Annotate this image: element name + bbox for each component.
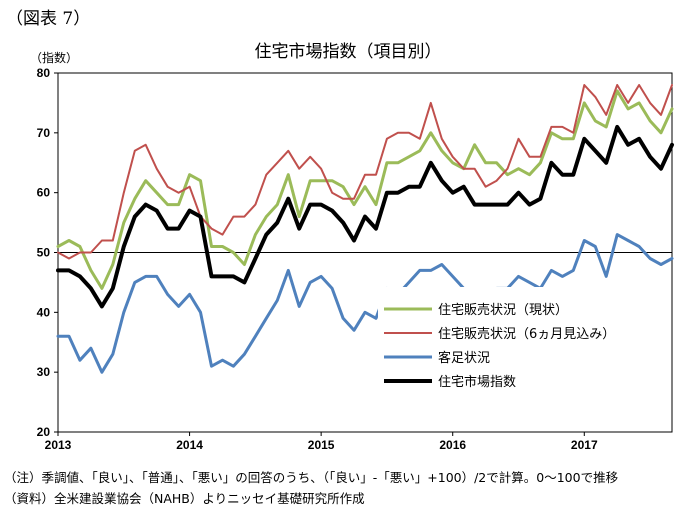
legend-label-2: 住宅販売状況（6ヵ月見込み） xyxy=(438,326,615,342)
y-tick-label: 70 xyxy=(37,126,51,140)
y-tick-label: 80 xyxy=(37,66,51,80)
series-line-1 xyxy=(56,89,674,290)
figure-label: （図表 7） xyxy=(6,9,91,29)
y-tick-label: 50 xyxy=(37,246,51,260)
x-tick-label: 2013 xyxy=(45,438,72,452)
x-tick-label: 2014 xyxy=(176,438,203,452)
series-line-4 xyxy=(56,124,674,309)
series-line-3 xyxy=(56,233,674,374)
legend-label-4: 住宅市場指数 xyxy=(438,374,516,390)
y-tick-label: 40 xyxy=(37,305,51,319)
y-tick-label: 20 xyxy=(37,425,51,439)
footnote-method: （注）季調値、「良い」、「普通」、「悪い」の回答のうち、（「良い」-「悪い」+1… xyxy=(4,470,619,485)
x-tick-label: 2015 xyxy=(308,438,335,452)
series-layer xyxy=(56,84,674,374)
chart-title: 住宅市場指数（項目別） xyxy=(254,42,442,62)
series-line-2 xyxy=(57,84,673,260)
legend-label-3: 客足状況 xyxy=(438,350,490,366)
x-tick-label: 2017 xyxy=(571,438,598,452)
y-tick-label: 60 xyxy=(37,186,51,200)
y-tick-label: 30 xyxy=(37,365,51,379)
chart-axes: 20 30 40 50 60 70 80 2013 2014 2015 2016 2017 xyxy=(37,66,673,452)
x-tick-label: 2016 xyxy=(439,438,466,452)
legend-label-1: 住宅販売状況（現状） xyxy=(438,302,568,318)
footnote-source: （資料）全米建設業協会（NAHB）よりニッセイ基礎研究所作成 xyxy=(4,491,365,506)
y-axis-unit-label: （指数） xyxy=(30,50,78,65)
